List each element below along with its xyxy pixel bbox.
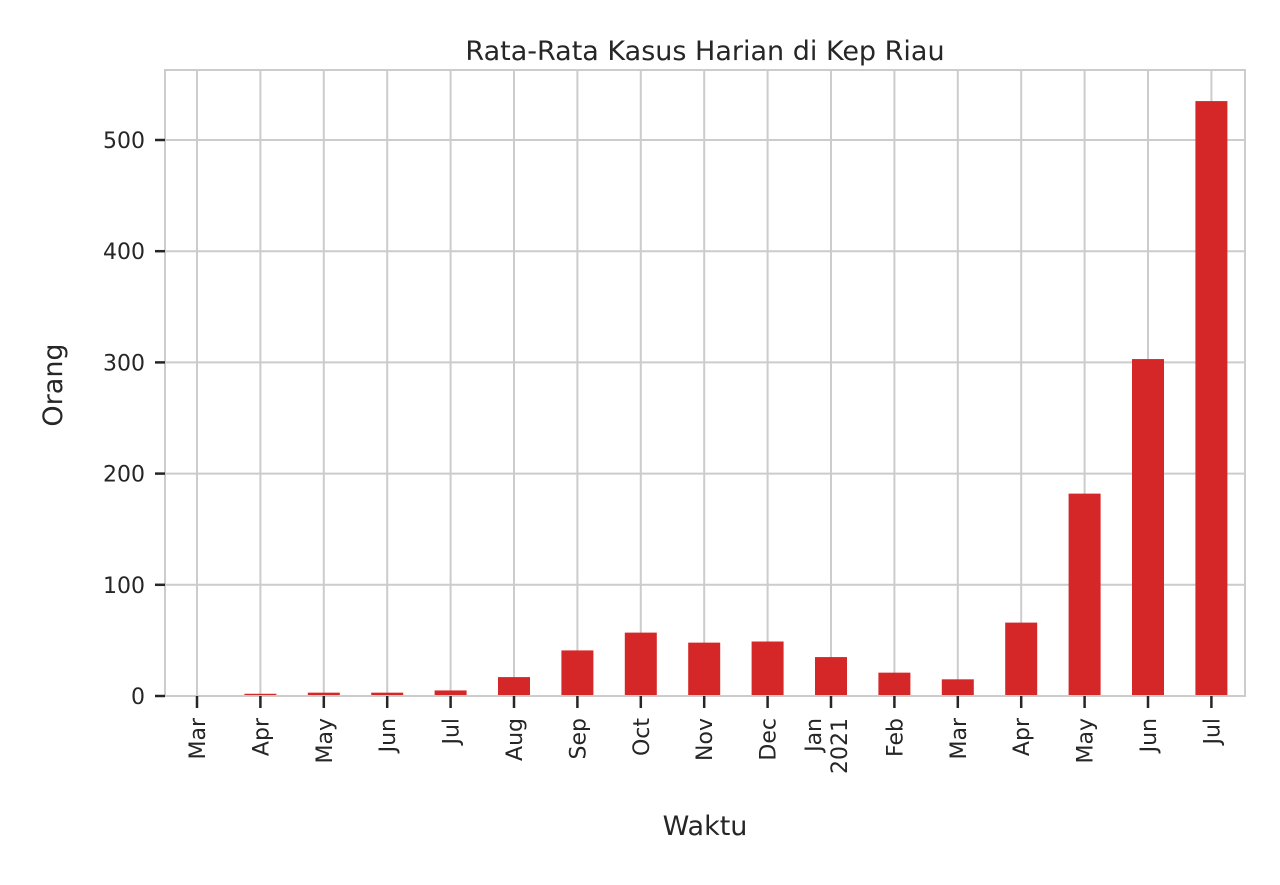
x-tick-label: Aug: [503, 718, 528, 761]
x-tick-sublabel: 2021: [828, 718, 853, 774]
y-tick-label: 100: [103, 574, 145, 599]
bar: [498, 677, 530, 696]
bar: [371, 692, 404, 696]
bar: [815, 657, 847, 696]
bars: [244, 101, 1228, 696]
bar: [1132, 359, 1164, 696]
bar: [434, 690, 467, 696]
bar: [307, 692, 340, 696]
bar: [941, 679, 974, 696]
bar: [624, 632, 657, 696]
y-tick-label: 200: [103, 463, 145, 488]
chart-title: Rata-Rata Kasus Harian di Kep Riau: [465, 36, 944, 67]
bar: [878, 672, 911, 696]
y-tick-label: 300: [103, 351, 145, 376]
x-tick-label: Sep: [566, 718, 591, 759]
x-axis-label: Waktu: [663, 811, 748, 842]
bar: [1195, 101, 1228, 696]
x-tick-label: Apr: [1010, 717, 1035, 756]
y-tick-label: 0: [131, 685, 145, 710]
x-tick-label: Jul: [440, 718, 465, 747]
bar: [561, 650, 594, 696]
bar: [244, 693, 277, 696]
bar: [751, 641, 784, 696]
x-tick-label: Mar: [186, 717, 211, 759]
x-tick-label: Dec: [757, 718, 782, 761]
y-axis-ticks: 0 100 200 300 400 500: [103, 129, 165, 710]
y-axis-label: Orang: [38, 343, 69, 426]
x-tick-label: Feb: [883, 718, 908, 757]
x-tick-label: May: [1074, 718, 1099, 763]
bar: [1005, 622, 1038, 696]
y-tick-label: 500: [103, 129, 145, 154]
x-tick-label: Oct: [630, 718, 655, 756]
y-tick-label: 400: [103, 240, 145, 265]
x-tick-label: Mar: [947, 717, 972, 759]
x-tick-label: Jun: [376, 718, 401, 754]
bar: [688, 642, 721, 696]
x-tick-label: Nov: [693, 718, 718, 761]
x-tick-label: May: [313, 718, 338, 763]
x-tick-label: Apr: [249, 717, 274, 756]
bar: [1068, 493, 1101, 696]
x-tick-label: Jan: [802, 718, 827, 754]
x-tick-label: Jun: [1137, 718, 1162, 754]
x-axis-ticks: Mar Apr May Jun Jul Aug Sep Oct Nov Dec Jan 2021 Feb…: [186, 696, 1225, 774]
x-tick-label: Jul: [1200, 718, 1225, 747]
